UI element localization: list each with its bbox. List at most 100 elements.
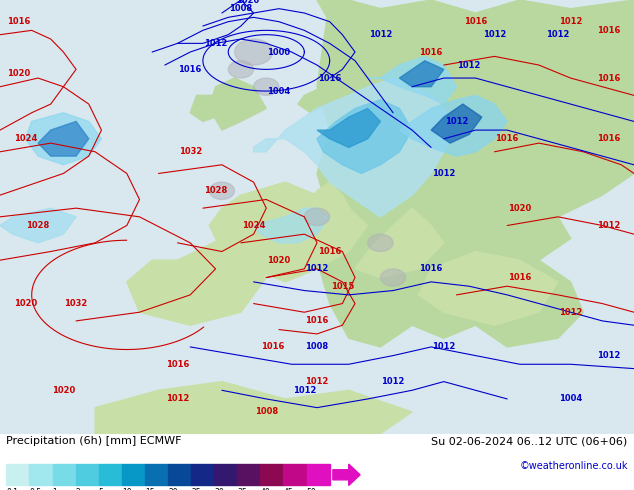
Text: 10: 10 <box>122 488 131 490</box>
Text: 1016: 1016 <box>508 273 531 282</box>
Text: 1020: 1020 <box>8 69 30 78</box>
Text: ©weatheronline.co.uk: ©weatheronline.co.uk <box>519 461 628 471</box>
Text: 1020: 1020 <box>508 204 531 213</box>
Text: 1016: 1016 <box>318 74 341 82</box>
Text: 1008: 1008 <box>230 4 252 13</box>
Text: 1004: 1004 <box>268 87 290 96</box>
Bar <box>6 464 29 486</box>
Bar <box>214 464 237 486</box>
Bar <box>75 464 99 486</box>
Text: 1012: 1012 <box>432 343 455 351</box>
Polygon shape <box>298 182 355 260</box>
Text: 1016: 1016 <box>166 360 189 369</box>
Text: 30: 30 <box>214 488 224 490</box>
Text: 1012: 1012 <box>166 394 189 403</box>
Bar <box>191 464 214 486</box>
Text: 5: 5 <box>99 488 103 490</box>
Text: 1015: 1015 <box>331 282 354 291</box>
Text: 35: 35 <box>237 488 247 490</box>
Polygon shape <box>127 239 266 325</box>
Polygon shape <box>368 234 393 251</box>
Text: 1012: 1012 <box>547 30 569 39</box>
Polygon shape <box>399 96 507 156</box>
Polygon shape <box>298 87 330 113</box>
Bar <box>122 464 145 486</box>
Polygon shape <box>254 208 330 243</box>
Text: 1012: 1012 <box>382 377 404 386</box>
Text: 1012: 1012 <box>445 117 468 126</box>
Text: 1012: 1012 <box>204 39 227 48</box>
Text: 1012: 1012 <box>306 377 328 386</box>
Text: 1024: 1024 <box>242 221 265 230</box>
Polygon shape <box>254 78 456 217</box>
Text: 1000: 1000 <box>268 48 290 56</box>
Polygon shape <box>0 208 76 243</box>
Polygon shape <box>317 100 412 173</box>
Polygon shape <box>209 78 266 130</box>
Bar <box>53 464 75 486</box>
Text: 1020: 1020 <box>14 299 37 308</box>
Text: 1012: 1012 <box>432 169 455 178</box>
Text: 1016: 1016 <box>597 134 620 143</box>
Text: 1004: 1004 <box>559 394 582 403</box>
Text: 1020: 1020 <box>268 256 290 265</box>
Text: 1012: 1012 <box>483 30 506 39</box>
Text: 50: 50 <box>307 488 316 490</box>
Text: 1016: 1016 <box>318 247 341 256</box>
Text: 1032: 1032 <box>179 147 202 156</box>
Polygon shape <box>228 61 254 78</box>
Polygon shape <box>317 0 634 347</box>
Polygon shape <box>38 122 89 156</box>
Text: 1012: 1012 <box>559 308 582 317</box>
Polygon shape <box>25 113 101 165</box>
Polygon shape <box>368 56 456 104</box>
Text: 1012: 1012 <box>597 351 620 360</box>
Text: 1016: 1016 <box>8 17 30 26</box>
Text: 1012: 1012 <box>306 265 328 273</box>
Bar <box>99 464 122 486</box>
Bar <box>261 464 283 486</box>
Bar <box>283 464 307 486</box>
Text: 45: 45 <box>283 488 294 490</box>
Text: 1: 1 <box>53 488 57 490</box>
Polygon shape <box>209 182 235 199</box>
Text: 1016: 1016 <box>597 74 620 82</box>
Text: 1016: 1016 <box>496 134 519 143</box>
Text: 1012: 1012 <box>293 386 316 395</box>
Text: 1012: 1012 <box>559 17 582 26</box>
Text: 1016: 1016 <box>179 65 202 74</box>
Text: 1016: 1016 <box>420 48 443 56</box>
Text: 0.1: 0.1 <box>6 488 18 490</box>
Polygon shape <box>235 39 273 65</box>
Text: 1032: 1032 <box>65 299 87 308</box>
Text: 1020: 1020 <box>236 0 259 4</box>
Text: 15: 15 <box>145 488 155 490</box>
Text: Precipitation (6h) [mm] ECMWF: Precipitation (6h) [mm] ECMWF <box>6 437 182 446</box>
Polygon shape <box>254 78 279 96</box>
Text: 1012: 1012 <box>369 30 392 39</box>
Text: 1008: 1008 <box>306 343 328 351</box>
FancyArrow shape <box>333 464 360 486</box>
Polygon shape <box>355 208 444 277</box>
Text: 1016: 1016 <box>597 26 620 35</box>
Text: 1028: 1028 <box>27 221 49 230</box>
Bar <box>168 464 191 486</box>
Polygon shape <box>380 269 406 286</box>
Polygon shape <box>190 96 228 122</box>
Text: 2: 2 <box>75 488 81 490</box>
Text: 1012: 1012 <box>597 221 620 230</box>
Polygon shape <box>317 108 380 147</box>
Text: 20: 20 <box>168 488 178 490</box>
Polygon shape <box>431 104 482 143</box>
Text: 1016: 1016 <box>261 343 284 351</box>
Polygon shape <box>95 382 412 434</box>
Bar <box>29 464 53 486</box>
Text: 0.5: 0.5 <box>29 488 42 490</box>
Bar <box>145 464 168 486</box>
Text: 1016: 1016 <box>464 17 487 26</box>
Text: 1008: 1008 <box>255 408 278 416</box>
Text: 1028: 1028 <box>204 186 227 196</box>
Text: Su 02-06-2024 06..12 UTC (06+06): Su 02-06-2024 06..12 UTC (06+06) <box>431 437 628 446</box>
Polygon shape <box>304 208 330 225</box>
Text: 1016: 1016 <box>306 317 328 325</box>
